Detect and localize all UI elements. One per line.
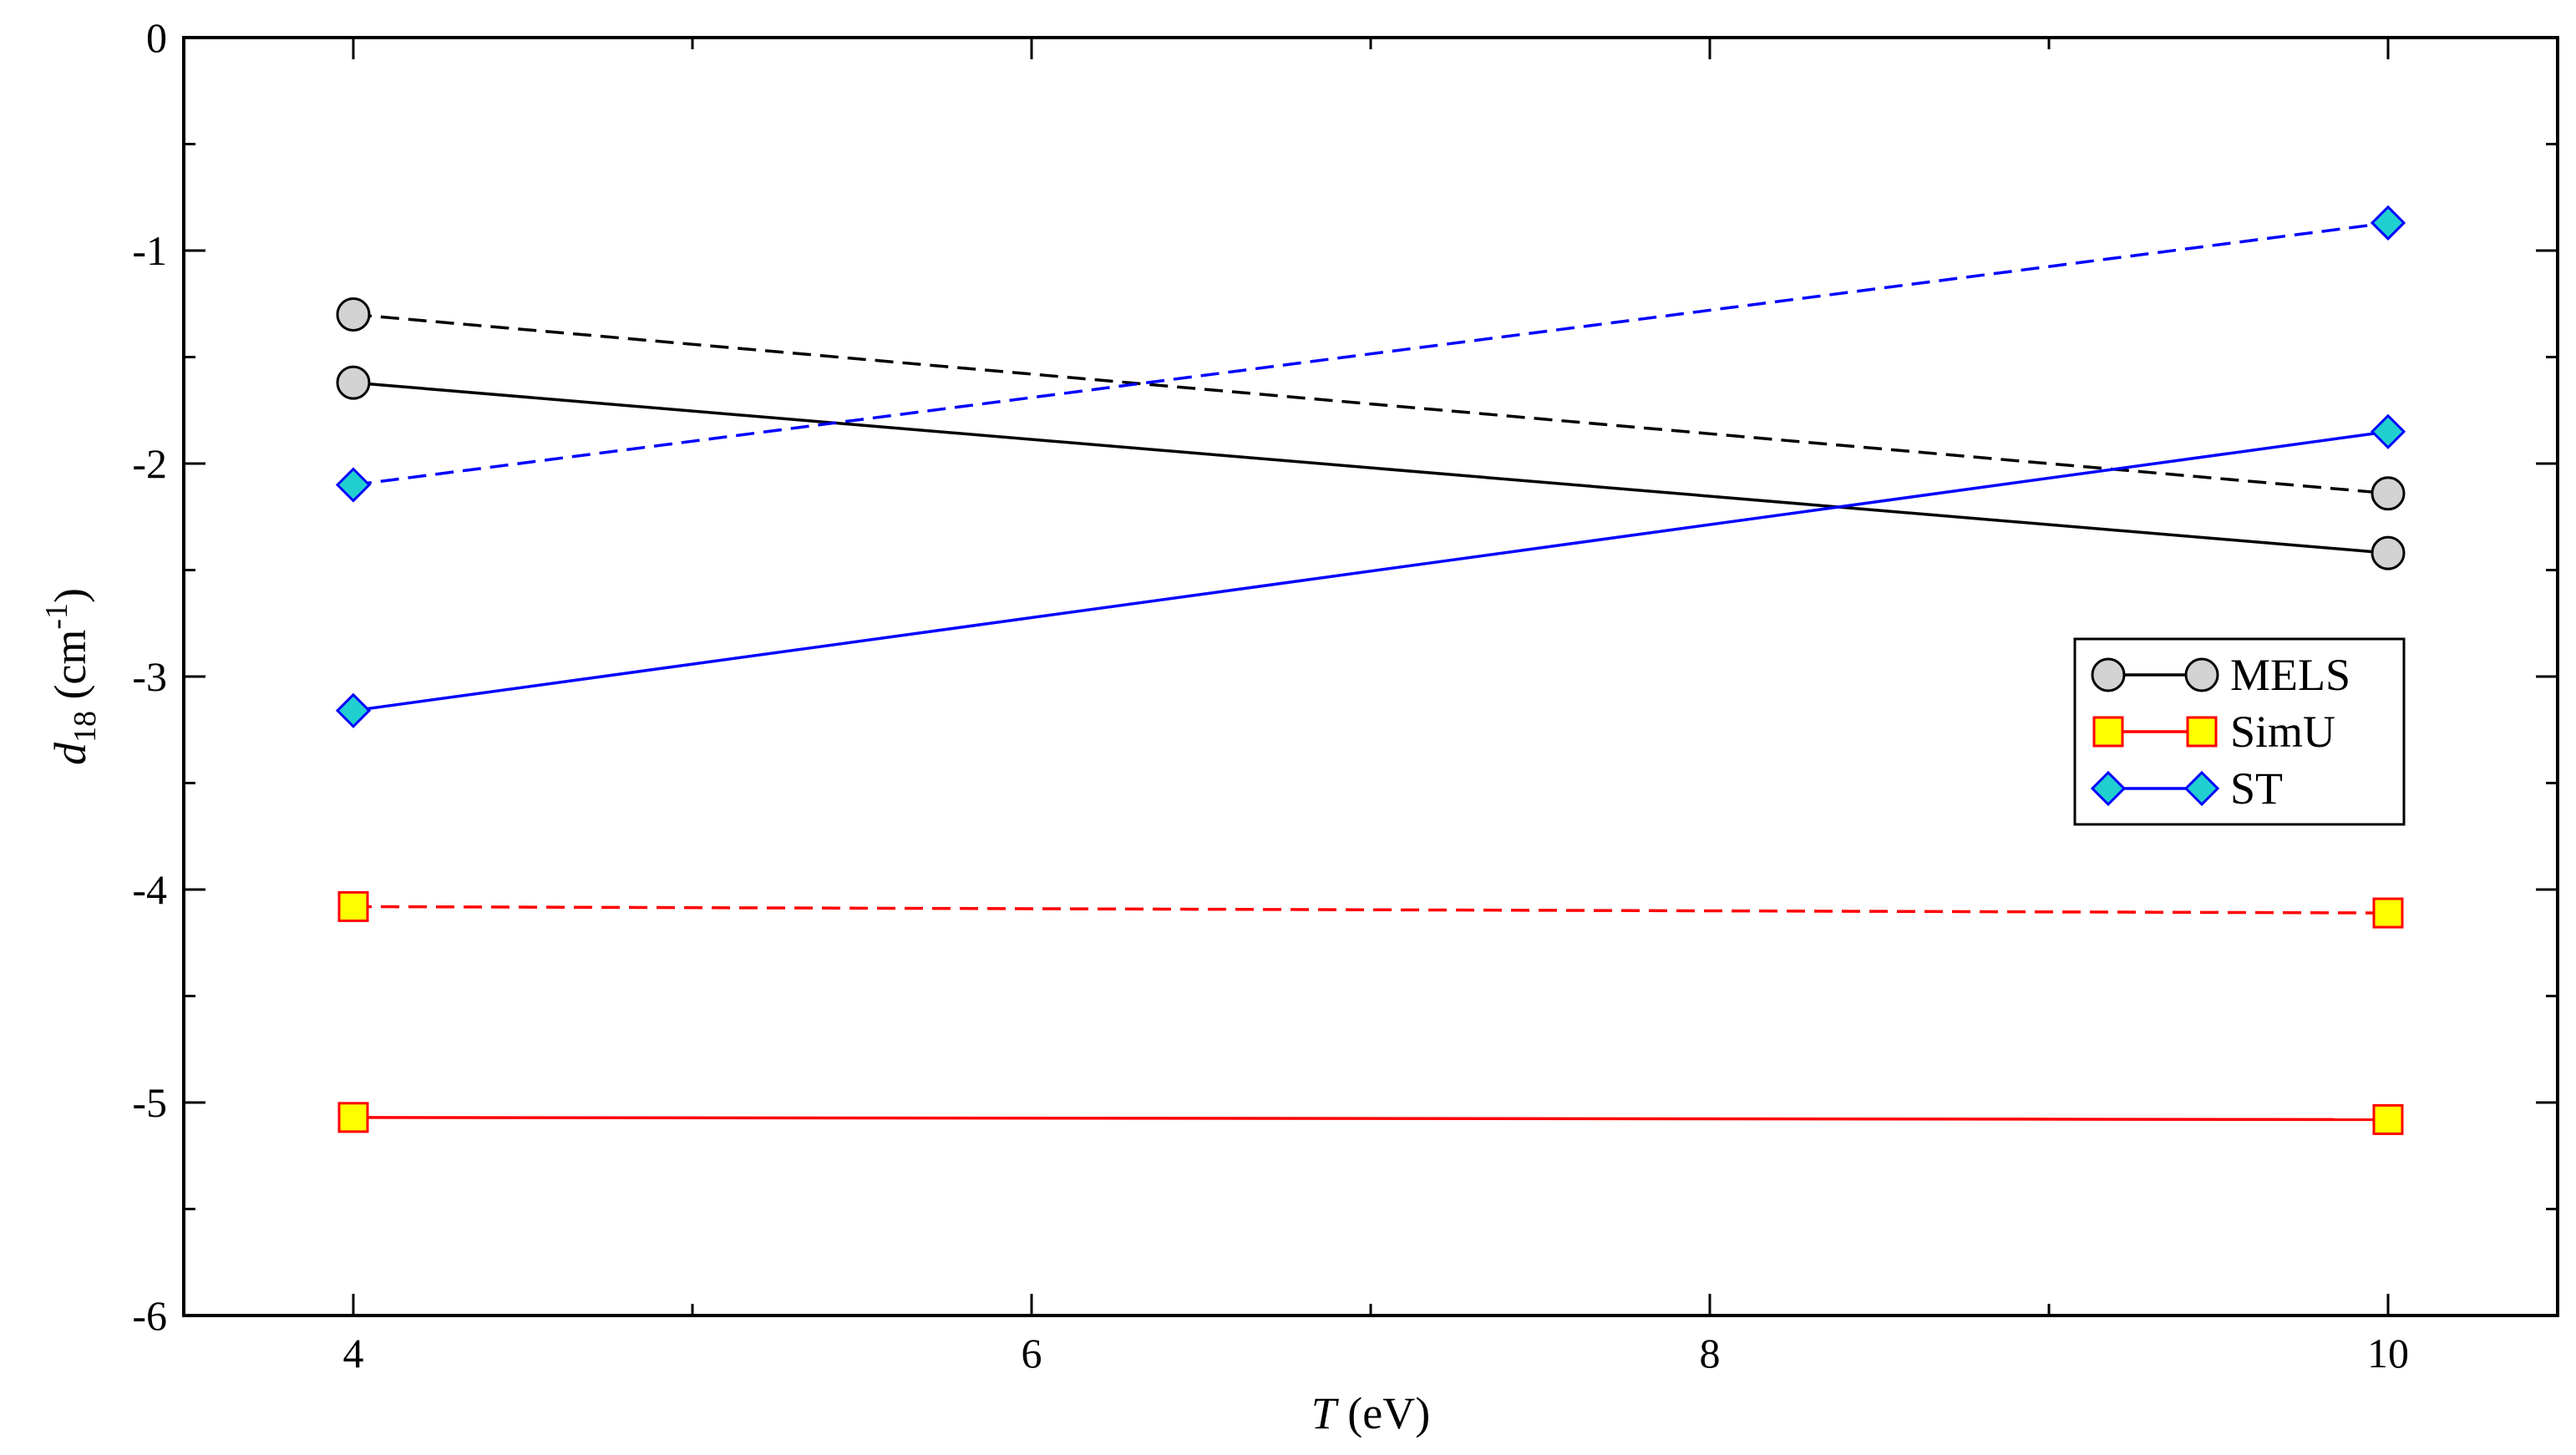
legend-label-st: ST: [2230, 763, 2283, 814]
series-line-simu-dashed: [352, 905, 2389, 915]
y-tick-label: 0: [146, 14, 167, 61]
series-line-mels-dashed: [352, 312, 2389, 495]
data-point-st-dashed: [335, 467, 372, 503]
data-point-mels-solid: [2371, 535, 2406, 570]
data-point-simu-dashed: [2372, 897, 2404, 929]
series-layer: [335, 205, 2406, 1135]
series-line-mels-solid: [352, 381, 2389, 555]
legend-marker-mels: [2184, 657, 2219, 692]
data-point-simu-solid: [2372, 1103, 2404, 1135]
ticks-layer: 4 6 8 10 0 -1 -2 -3 -4 -5 -6: [132, 14, 2558, 1376]
x-tick-label: 6: [1022, 1330, 1042, 1376]
data-point-st-dashed: [2370, 205, 2406, 241]
legend: MELS SimU ST: [2073, 637, 2406, 826]
legend-marker-st: [2090, 770, 2127, 807]
x-axis-var: T: [1311, 1388, 1340, 1438]
data-point-mels-solid: [336, 365, 371, 400]
series-line-simu-solid: [352, 1116, 2389, 1122]
x-tick-label: 4: [343, 1330, 364, 1376]
y-axis-var: d: [45, 742, 95, 765]
y-tick-label: -1: [132, 227, 167, 274]
data-point-simu-solid: [337, 1102, 369, 1133]
y-tick-label: -6: [132, 1292, 167, 1339]
y-axis-title: d18 (cm-1): [39, 588, 103, 765]
series-line-st-solid: [352, 430, 2389, 712]
legend-marker-mels: [2091, 657, 2126, 692]
x-tick-label: 8: [1700, 1330, 1721, 1376]
data-point-st-solid: [335, 692, 372, 728]
x-axis-title: T (eV): [1311, 1388, 1430, 1438]
legend-marker-simu: [2186, 716, 2218, 748]
y-tick-label: -2: [132, 440, 167, 487]
data-point-simu-dashed: [337, 890, 369, 922]
series-line-st-dashed: [352, 221, 2389, 487]
y-tick-label: -3: [132, 653, 167, 700]
legend-label-simu: SimU: [2230, 707, 2335, 757]
y-axis-sub: 18: [68, 711, 103, 743]
x-axis-unit: (eV): [1336, 1388, 1430, 1438]
y-axis-sup: -1: [39, 603, 74, 630]
data-point-mels-dashed: [2371, 476, 2406, 511]
legend-marker-st: [2183, 770, 2220, 807]
data-point-st-solid: [2370, 413, 2406, 449]
y-tick-label: -5: [132, 1079, 167, 1126]
y-axis-unit: (cm: [45, 630, 95, 711]
legend-marker-simu: [2092, 716, 2124, 748]
legend-label-mels: MELS: [2230, 650, 2350, 700]
x-tick-label: 10: [2367, 1330, 2409, 1376]
y-tick-label: -4: [132, 866, 167, 913]
y-axis-close: ): [45, 588, 95, 603]
data-point-mels-dashed: [336, 297, 371, 332]
